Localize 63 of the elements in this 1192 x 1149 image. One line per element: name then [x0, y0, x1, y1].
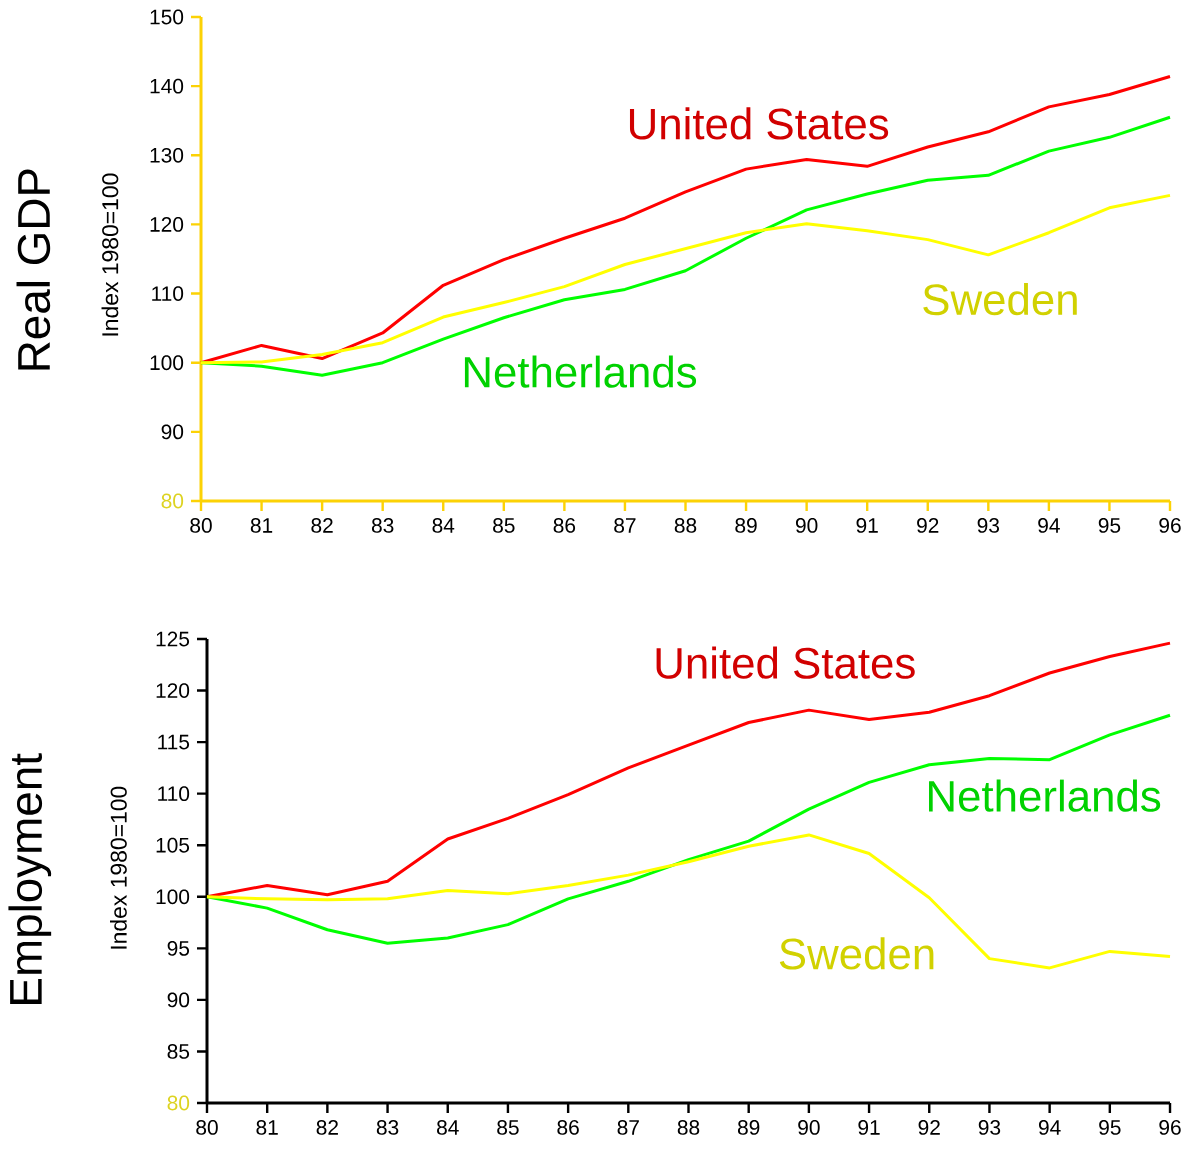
x-tick-label: 92	[918, 1120, 940, 1135]
x-tick-label: 85	[497, 1120, 519, 1135]
y-tick-label: 125	[156, 631, 190, 647]
y-tick-label: 150	[150, 9, 184, 25]
x-tick-label: 80	[190, 518, 212, 533]
x-tick-label: 81	[256, 1120, 278, 1135]
x-tick-label: 82	[316, 1120, 338, 1135]
y-tick-label: 105	[156, 837, 190, 853]
x-tick-label: 91	[856, 518, 878, 533]
y-tick-label: 85	[167, 1044, 190, 1059]
x-tick-label: 89	[735, 518, 757, 533]
x-tick-label: 89	[737, 1120, 760, 1135]
y-tick-label: 120	[150, 217, 184, 232]
line-series	[205, 833, 1172, 970]
y-tick-label: 130	[150, 147, 184, 163]
x-tick-label: 88	[677, 1120, 700, 1135]
x-tick-label: 91	[858, 1120, 880, 1135]
series-label: United States	[629, 107, 889, 140]
x-tick-label: 83	[376, 1120, 399, 1135]
series-label: Netherlands	[464, 355, 697, 388]
x-tick-label: 86	[557, 1120, 579, 1135]
series-label: United States	[656, 646, 915, 679]
x-tick-label: 92	[917, 518, 939, 533]
x-tick-label: 83	[371, 518, 394, 533]
text: Employment	[8, 753, 52, 1004]
x-tick-label: 84	[437, 1120, 459, 1135]
x-tick-label: 95	[1098, 518, 1121, 533]
y-tick-label: 90	[167, 992, 190, 1008]
y-tick-label: 115	[158, 734, 190, 750]
series-label: Sweden	[779, 937, 934, 970]
y-tick-label: 80	[167, 1095, 190, 1111]
y-tick-label: 100	[156, 889, 190, 905]
text: Real GDP	[16, 169, 51, 370]
x-tick-label: 85	[493, 518, 515, 533]
x-tick-label: 96	[1159, 1120, 1181, 1135]
y-axis-title: Index 1980=100	[101, 173, 119, 336]
x-tick-label: 84	[432, 518, 455, 533]
y-tick-label: 120	[156, 683, 190, 698]
y-axis-title: Index 1980=100	[110, 786, 127, 949]
x-tick-label: 87	[614, 518, 636, 533]
x-tick-label: 94	[1038, 518, 1060, 533]
x-tick-label: 90	[795, 518, 818, 533]
y-tick-label: 100	[150, 355, 184, 371]
series-label: Sweden	[923, 282, 1077, 316]
x-tick-label: 87	[617, 1120, 639, 1135]
x-tick-label: 86	[553, 518, 576, 533]
x-tick-label: 94	[1038, 1120, 1061, 1135]
x-tick-label: 82	[311, 518, 333, 533]
x-tick-label: 80	[196, 1120, 218, 1135]
y-tick-label: 110	[152, 286, 184, 301]
y-tick-label: 110	[158, 786, 190, 802]
x-tick-label: 93	[978, 1120, 1001, 1135]
y-tick-label: 80	[161, 493, 184, 509]
series-label: Netherlands	[929, 779, 1161, 812]
y-tick-label: 95	[167, 940, 190, 956]
x-tick-label: 81	[250, 518, 273, 533]
x-tick-label: 95	[1099, 1120, 1121, 1135]
y-tick-label: 140	[150, 78, 184, 94]
x-tick-label: 90	[798, 1120, 820, 1135]
x-tick-label: 88	[674, 518, 697, 533]
x-tick-label: 96	[1159, 518, 1181, 533]
x-tick-label: 93	[977, 518, 1000, 533]
y-tick-label: 90	[161, 424, 184, 440]
